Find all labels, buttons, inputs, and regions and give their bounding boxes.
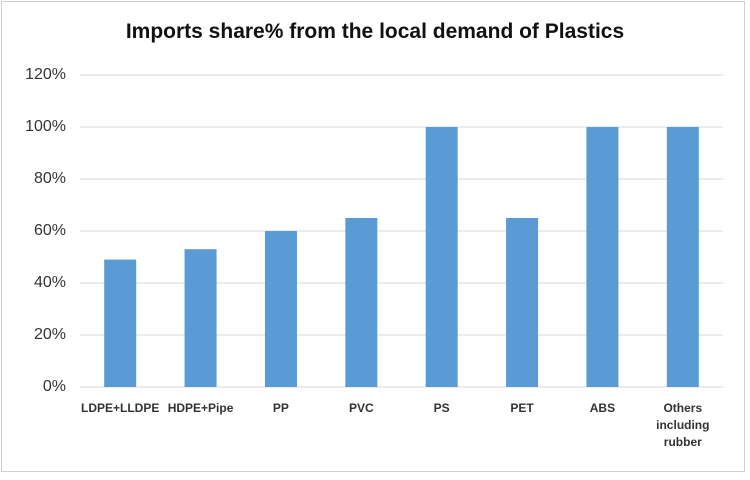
- bar: [104, 259, 137, 387]
- bar: [506, 218, 539, 387]
- y-tick-label: 20%: [34, 326, 66, 343]
- bar: [425, 127, 458, 387]
- bar: [184, 249, 217, 387]
- y-tick-label: 60%: [34, 222, 66, 239]
- bar: [586, 127, 619, 387]
- y-tick-label: 0%: [43, 378, 66, 395]
- x-tick-label: ABS: [589, 401, 616, 415]
- x-tick-label: Others including rubber: [656, 401, 710, 449]
- bar: [264, 231, 297, 387]
- y-tick-label: 80%: [34, 170, 66, 187]
- x-tick-label: LDPE+LLDPE: [81, 401, 160, 415]
- x-tick-label: PVC: [348, 401, 374, 415]
- y-tick-label: 100%: [25, 118, 66, 135]
- chart-title: Imports share% from the local demand of …: [125, 20, 625, 43]
- x-tick-label: PS: [433, 401, 450, 415]
- x-tick-label: PET: [510, 401, 534, 415]
- x-tick-label: HDPE+Pipe: [167, 401, 234, 415]
- y-tick-label: 40%: [34, 274, 66, 291]
- bar: [666, 127, 699, 387]
- y-tick-label: 120%: [25, 66, 66, 83]
- x-tick-label: PP: [272, 401, 289, 415]
- bar: [345, 218, 378, 387]
